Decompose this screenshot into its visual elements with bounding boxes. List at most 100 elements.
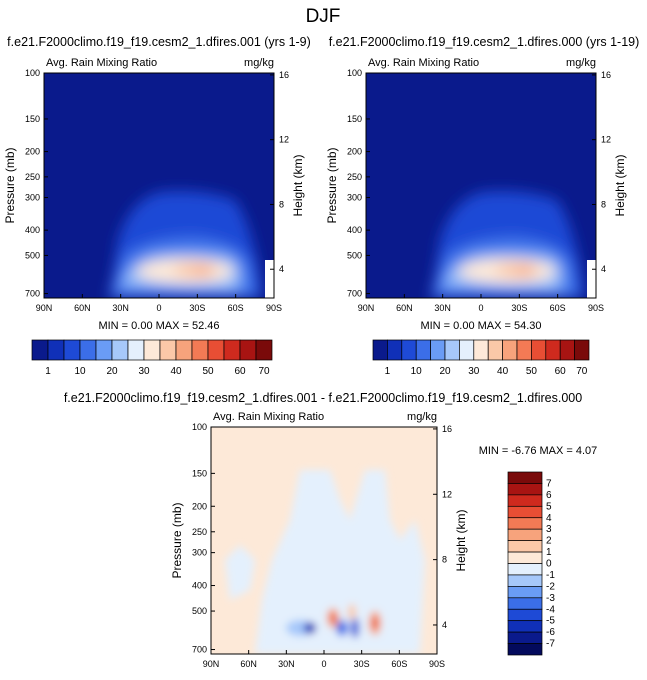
y-tick-label: 700	[192, 645, 207, 655]
colorbar-label: -6	[546, 627, 555, 638]
panel-1: f.e21.F2000climo.f19_f19.cesm2_1.dfires.…	[3, 35, 311, 377]
colorbar-box	[444, 339, 460, 361]
x-tick-label: 30S	[189, 303, 205, 313]
y-tick-label: 200	[192, 501, 207, 511]
colorbar-box	[574, 339, 590, 361]
colorbar-label: 3	[546, 524, 552, 535]
colorbar-label: -5	[546, 616, 555, 627]
colorbar-label: 40	[170, 366, 182, 377]
panel-3-left-label: Avg. Rain Mixing Ratio	[213, 411, 324, 423]
colorbar-label: 60	[234, 366, 246, 377]
panel-2-title: f.e21.F2000climo.f19_f19.cesm2_1.dfires.…	[329, 35, 640, 49]
y2-tick-label: 8	[279, 199, 284, 209]
y2-tick-label: 12	[442, 489, 452, 499]
x-tick-label: 30N	[278, 659, 295, 669]
colorbar-box	[473, 339, 489, 361]
colorbar-label: 1	[45, 366, 51, 377]
y-tick-label: 150	[347, 114, 362, 124]
x-tick-label: 60S	[391, 659, 407, 669]
y-tick-label: 250	[192, 527, 207, 537]
colorbar-label: 1	[385, 366, 391, 377]
colorbar-box	[79, 339, 97, 361]
colorbar-box	[559, 339, 575, 361]
x-tick-label: 0	[478, 303, 483, 313]
colorbar-box	[127, 339, 145, 361]
panel-2-field	[366, 73, 596, 298]
colorbar-box	[487, 339, 503, 361]
panel-3-right-label: mg/kg	[407, 411, 437, 423]
panel-1-field	[44, 73, 274, 298]
colorbar-box	[415, 339, 431, 361]
colorbar-label: 10	[411, 366, 423, 377]
x-tick-label: 90N	[203, 659, 220, 669]
colorbar-box	[255, 339, 273, 361]
colorbar-label: 30	[138, 366, 150, 377]
colorbar-box	[507, 517, 543, 530]
colorbar-label: 5	[546, 501, 552, 512]
y-tick-label: 200	[25, 147, 40, 157]
x-tick-label: 60N	[396, 303, 413, 313]
colorbar-box	[516, 339, 532, 361]
x-tick-label: 30N	[112, 303, 129, 313]
y2-axis-title: Height (km)	[291, 154, 305, 216]
colorbar-box	[430, 339, 446, 361]
y-tick-label: 500	[347, 250, 362, 260]
x-tick-label: 60S	[550, 303, 566, 313]
x-tick-label: 30S	[354, 659, 370, 669]
x-tick-label: 90S	[588, 303, 604, 313]
y-tick-label: 300	[192, 548, 207, 558]
y-axis-title: Pressure (mb)	[325, 147, 339, 223]
colorbar-label: 10	[74, 366, 86, 377]
panel-2-stats: MIN = 0.00 MAX = 54.30	[420, 320, 541, 332]
colorbar-box	[387, 339, 403, 361]
y-tick-label: 200	[347, 147, 362, 157]
x-tick-label: 90S	[429, 659, 445, 669]
colorbar-label: 0	[546, 559, 552, 570]
y-axis-title: Pressure (mb)	[3, 147, 17, 223]
x-tick-label: 90S	[266, 303, 282, 313]
colorbar-box	[175, 339, 193, 361]
x-tick-label: 90N	[36, 303, 53, 313]
y-tick-label: 400	[192, 581, 207, 591]
figure-title: DJF	[306, 6, 341, 27]
y2-tick-label: 4	[601, 264, 606, 274]
y-tick-label: 250	[347, 172, 362, 182]
y-tick-label: 100	[192, 422, 207, 432]
panel-2-left-label: Avg. Rain Mixing Ratio	[368, 57, 479, 69]
y2-tick-label: 4	[442, 620, 447, 630]
y-axis-title: Pressure (mb)	[170, 502, 184, 578]
y-tick-label: 700	[25, 289, 40, 299]
colorbar-label: -1	[546, 570, 555, 581]
x-tick-label: 0	[156, 303, 161, 313]
colorbar-label: 20	[439, 366, 451, 377]
colorbar-box	[507, 643, 543, 656]
y2-axis-title: Height (km)	[454, 509, 468, 571]
y-tick-label: 300	[347, 193, 362, 203]
panel-2-axes: 90N 60N 30N 0 30S 60S 90S 100 150 200 250 300 400 500…	[325, 68, 627, 313]
y-tick-label: 100	[347, 68, 362, 78]
y-tick-label: 250	[25, 172, 40, 182]
colorbar-box	[95, 339, 113, 361]
panel-1-stats: MIN = 0.00 MAX = 52.46	[98, 320, 219, 332]
colorbar-box	[223, 339, 241, 361]
colorbar-box	[507, 574, 543, 587]
x-tick-label: 90N	[358, 303, 375, 313]
colorbar-box	[459, 339, 475, 361]
colorbar-label: -7	[546, 639, 555, 650]
colorbar-box	[507, 597, 543, 610]
colorbar-label: 70	[258, 366, 270, 377]
colorbar-box	[531, 339, 547, 361]
colorbar-box	[502, 339, 518, 361]
colorbar-box	[507, 551, 543, 564]
x-tick-label: 0	[321, 659, 326, 669]
colorbar-label: -4	[546, 604, 555, 615]
colorbar-box	[507, 586, 543, 599]
y2-tick-label: 8	[601, 199, 606, 209]
y2-axis-title: Height (km)	[613, 154, 627, 216]
x-tick-label: 60N	[240, 659, 257, 669]
panel-2-colorbar: 1 10 20 30 40 50 60 70	[372, 339, 590, 377]
colorbar-label: 50	[526, 366, 538, 377]
y2-tick-label: 8	[442, 555, 447, 565]
x-tick-label: 30N	[434, 303, 451, 313]
colorbar-box	[191, 339, 209, 361]
